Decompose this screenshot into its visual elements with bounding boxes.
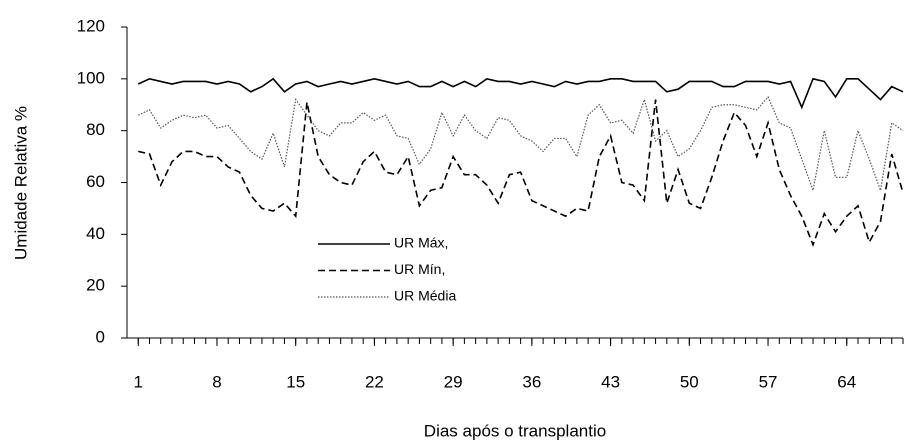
y-tick-label: 0 <box>96 327 105 346</box>
y-axis-title: Umidade Relativa % <box>11 106 30 260</box>
x-tick-label: 36 <box>522 372 541 391</box>
x-tick-label: 29 <box>444 372 463 391</box>
data-line <box>137 95 904 193</box>
y-tick-label: 120 <box>77 16 105 35</box>
legend-label: UR Mín, <box>394 261 445 277</box>
x-tick-label: 15 <box>286 372 305 391</box>
legend-label: UR Máx, <box>394 235 448 251</box>
data-line <box>137 77 904 110</box>
x-tick-label: 8 <box>212 372 221 391</box>
x-tick-label: 50 <box>680 372 699 391</box>
x-tick-label: 64 <box>837 372 856 391</box>
y-tick-label: 60 <box>86 172 105 191</box>
y-tick-label: 100 <box>77 68 105 87</box>
x-axis-title: Dias após o transplantio <box>424 421 606 440</box>
y-tick-label: 80 <box>86 120 105 139</box>
x-tick-label: 57 <box>759 372 778 391</box>
x-tick-label: 43 <box>601 372 620 391</box>
x-tick-label: 22 <box>365 372 384 391</box>
data-line <box>138 99 904 247</box>
y-tick-label: 40 <box>86 224 105 243</box>
legend-label: UR Média <box>394 288 456 304</box>
x-tick-label: 1 <box>134 372 143 391</box>
y-tick-label: 20 <box>86 276 105 295</box>
